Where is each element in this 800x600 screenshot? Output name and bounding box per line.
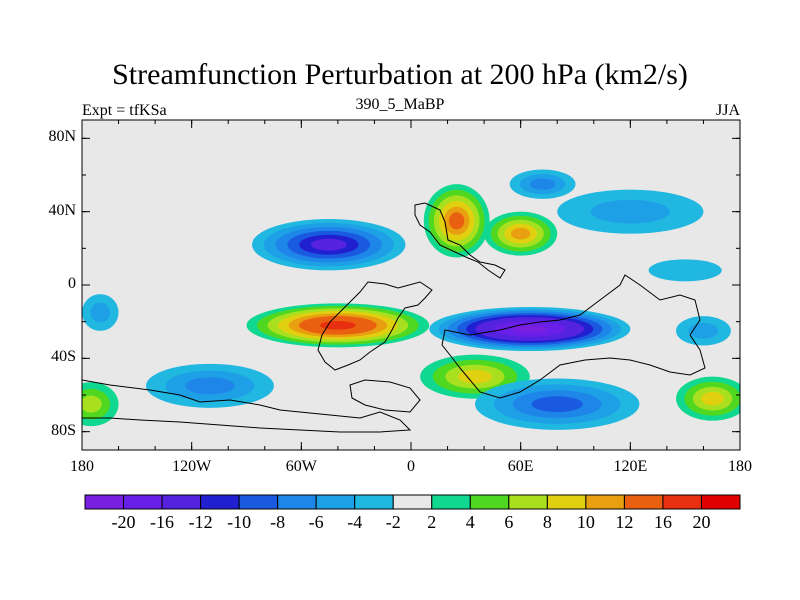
y-tick-label: 40N (48, 201, 76, 219)
y-tick-label: 0 (68, 275, 76, 292)
x-tick-label: 0 (407, 458, 415, 475)
colorbar-swatch (508, 494, 548, 510)
x-tick-label: 120E (613, 458, 648, 475)
x-tick-label: 60W (285, 458, 317, 475)
colorbar-tick-label: -6 (308, 512, 324, 532)
colorbar-tick-label: -2 (385, 512, 401, 532)
anomaly-4-level-2 (529, 178, 556, 190)
colorbar-tick-label: 16 (653, 512, 672, 532)
anomaly-7-level-3 (457, 369, 492, 384)
anomaly-0-level-0 (648, 259, 722, 282)
colorbar-swatch (662, 494, 702, 510)
colorbar-swatch (700, 494, 741, 510)
x-tick-label: 120W (172, 458, 212, 475)
anomaly-12-level-5 (449, 212, 465, 230)
center-label: 390_5_MaBP (355, 96, 445, 113)
colorbar-tick-label: -10 (227, 512, 252, 532)
colorbar-tick-label: 4 (465, 512, 475, 532)
anomaly-10-level-4 (511, 227, 531, 240)
anomaly-2-level-1 (90, 302, 111, 323)
colorbar-swatch (84, 494, 125, 510)
anomaly-13-level-6 (320, 321, 356, 330)
chart-title: Streamfunction Perturbation at 200 hPa (… (112, 58, 688, 91)
colorbar-swatch (200, 494, 240, 510)
colorbar-tick-label: 6 (504, 512, 514, 532)
coastlines (82, 202, 706, 433)
colorbar-tick-label: -4 (347, 512, 363, 532)
colorbar-swatch (277, 494, 317, 510)
colorbar-tick-label: -16 (150, 512, 175, 532)
anomaly-14-level-7 (512, 325, 548, 333)
colorbar-swatch (623, 494, 664, 510)
colorbar-swatch (238, 494, 279, 510)
anomaly-5-level-2 (185, 377, 235, 395)
anomaly-6-level-2 (82, 395, 102, 413)
anomaly-1-level-1 (590, 199, 670, 224)
colorbar-swatch (161, 494, 202, 510)
colorbar-tick-label: 12 (615, 512, 634, 532)
colorbar-swatch (354, 494, 394, 510)
colorbar-tick-label: -8 (270, 512, 286, 532)
colorbar-tick-label: 2 (427, 512, 437, 532)
y-tick-label: 40S (51, 348, 76, 366)
colorbar-tick-label: 10 (576, 512, 595, 532)
right-label: JJA (715, 102, 740, 119)
colorbar-tick-label: 8 (542, 512, 552, 532)
axis-ticks (81, 120, 741, 450)
x-tick-label: 180 (70, 458, 94, 475)
colorbar-tick-label: -12 (188, 512, 213, 532)
colorbar-tick-label: -20 (111, 512, 136, 532)
colorbar-swatch (469, 494, 510, 510)
x-tick-label: 180 (728, 458, 752, 475)
anomaly-9-level-3 (701, 391, 724, 406)
anomaly-8-level-3 (531, 396, 583, 413)
left-label: Expt = tfKSa (82, 102, 167, 119)
y-tick-label: 80S (51, 421, 76, 439)
colorbar-tick-label: 20 (692, 512, 711, 532)
colorbar-swatch (123, 494, 163, 510)
colorbar-swatch (546, 494, 587, 510)
colorbar-swatch (585, 494, 625, 510)
anomaly-11-level-5 (310, 238, 347, 251)
anomaly-3-level-1 (688, 322, 719, 339)
colorbar-swatch (315, 494, 356, 510)
y-tick-label: 80N (48, 128, 76, 146)
streamfunction-field (82, 169, 740, 430)
colorbar-swatch (392, 494, 433, 510)
colorbar-swatch (431, 494, 471, 510)
colorbar (84, 494, 741, 510)
x-tick-label: 60E (507, 458, 534, 475)
